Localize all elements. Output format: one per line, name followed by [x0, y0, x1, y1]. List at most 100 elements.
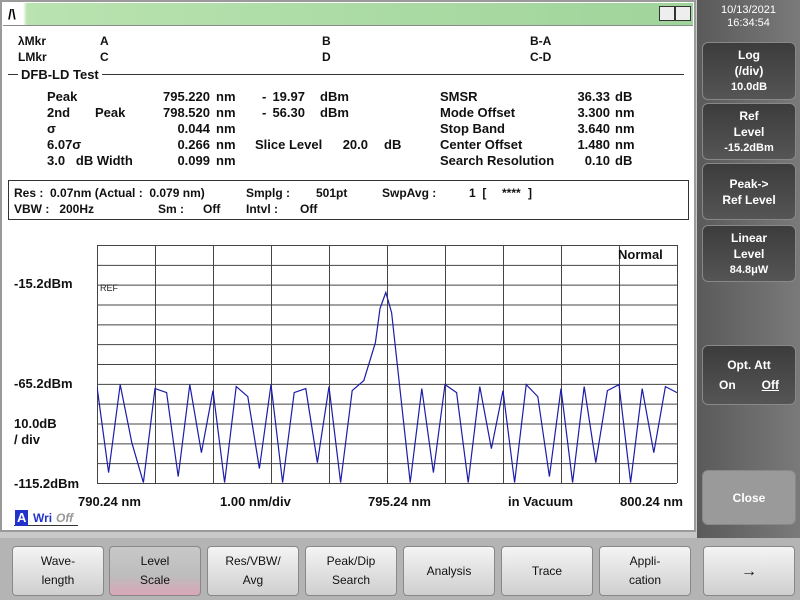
- marker-label: D: [322, 50, 331, 64]
- softkey-line: Linear: [730, 230, 767, 245]
- trace-state: Off: [56, 511, 74, 525]
- x-label: 790.24 nm: [78, 494, 141, 509]
- result-label: Search Resolution: [440, 153, 555, 168]
- marker-label: LMkr: [18, 50, 47, 64]
- function-key[interactable]: Level Scale: [109, 546, 201, 596]
- softkey-line: Level: [733, 124, 765, 139]
- softkey-line: (/div): [734, 64, 764, 78]
- date: 10/13/2021: [720, 4, 777, 16]
- softkey-line: Level: [733, 246, 765, 261]
- softkey-line: Ref Level: [722, 192, 776, 207]
- function-key-line: Search: [331, 573, 371, 587]
- indicator-rule: [14, 525, 78, 526]
- function-key-line: Avg: [242, 573, 264, 587]
- softkey-line: Log: [738, 48, 760, 62]
- result-label: Slice Level: [255, 137, 323, 152]
- result-unit: nm: [216, 153, 236, 168]
- result-label: 6.07σ: [47, 137, 82, 152]
- result-value: 20.0: [342, 137, 368, 152]
- function-key-line: Analysis: [426, 563, 472, 578]
- result-label: Center Offset: [440, 137, 523, 152]
- softkey[interactable]: Opt. Att On Off: [702, 345, 796, 405]
- result-label: Stop Band: [440, 121, 505, 136]
- result-unit: nm: [216, 105, 236, 120]
- result-value: 0.099: [177, 153, 210, 168]
- result-unit: dBm: [320, 89, 349, 104]
- result-label: Peak: [95, 105, 126, 120]
- function-key-line: Scale: [139, 573, 171, 587]
- y-label: -15.2dBm: [14, 276, 73, 291]
- result-value: 0.10: [584, 153, 610, 168]
- y-label: -115.2dBm: [14, 476, 80, 491]
- function-key[interactable]: Analysis: [403, 546, 495, 596]
- result-label: -: [262, 105, 267, 120]
- function-key[interactable]: →: [703, 546, 795, 596]
- setting-text: ****: [502, 186, 521, 200]
- function-key-line: cation: [628, 573, 662, 587]
- softkey-line: Peak->: [729, 176, 769, 191]
- result-value: 19.97: [272, 89, 305, 104]
- function-key-line: Res/VBW/: [225, 554, 281, 568]
- marker-label: C: [100, 50, 109, 64]
- x-label: 1.00 nm/div: [220, 494, 291, 509]
- logo: /\: [8, 6, 16, 22]
- section-rule: [8, 74, 684, 75]
- ref-marker: REF: [100, 283, 119, 293]
- maximize-button[interactable]: [675, 6, 691, 21]
- marker-label: A: [100, 34, 109, 48]
- softkey[interactable]: Ref Level -15.2dBm: [702, 103, 796, 160]
- softkey[interactable]: Close: [702, 470, 796, 525]
- softkey-line: Close: [732, 490, 766, 505]
- result-label: SMSR: [440, 89, 478, 104]
- function-key[interactable]: Peak/Dip Search: [305, 546, 397, 596]
- result-value: 1.480: [577, 137, 610, 152]
- function-key-line: Appli-: [629, 554, 661, 568]
- setting-text: SwpAvg :: [382, 186, 437, 200]
- result-value: 36.33: [577, 89, 610, 104]
- function-key-line: Peak/Dip: [326, 554, 376, 568]
- setting-text: ]: [528, 186, 532, 200]
- result-value: 3.640: [577, 121, 610, 136]
- section-title: DFB-LD Test: [18, 67, 102, 83]
- function-key[interactable]: Trace: [501, 546, 593, 596]
- result-unit: dB: [615, 89, 633, 104]
- x-label: 800.24 nm: [620, 494, 683, 509]
- marker-label: C-D: [530, 50, 552, 64]
- y-label: 10.0dB: [14, 416, 57, 431]
- softkey-line: -15.2dBm: [724, 141, 774, 154]
- marker-label: B-A: [530, 34, 552, 48]
- setting-text: Sm :: [158, 202, 185, 216]
- setting-text: VBW : 200Hz: [14, 202, 95, 216]
- trace-id: A: [15, 510, 29, 526]
- result-unit: dBm: [320, 105, 349, 120]
- softkey-line: On: [719, 378, 736, 392]
- result-value: 795.220: [163, 89, 210, 104]
- softkey[interactable]: Log (/div) 10.0dB: [702, 42, 796, 100]
- function-key[interactable]: Res/VBW/Avg: [207, 546, 299, 596]
- time: 16:34:54: [727, 17, 770, 29]
- y-label: / div: [14, 432, 41, 447]
- x-label: 795.24 nm: [368, 494, 431, 509]
- result-value: 0.044: [177, 121, 210, 136]
- softkey[interactable]: Linear Level 84.8μW: [702, 225, 796, 282]
- result-value: 3.300: [577, 105, 610, 120]
- result-label: Peak: [47, 89, 78, 104]
- marker-label: λMkr: [18, 34, 47, 48]
- setting-text: 501pt: [316, 186, 348, 200]
- result-label: Mode Offset: [440, 105, 516, 120]
- result-unit: dB: [384, 137, 402, 152]
- softkey-line: 84.8μW: [729, 263, 769, 276]
- softkey-line: Ref: [739, 108, 759, 123]
- result-value: 798.520: [163, 105, 210, 120]
- softkey[interactable]: Peak-> Ref Level: [702, 163, 796, 220]
- function-key-line: Level: [140, 554, 170, 568]
- function-key-line: length: [41, 573, 75, 587]
- setting-text: Off: [203, 202, 221, 216]
- function-key[interactable]: Wave-length: [12, 546, 104, 596]
- function-key[interactable]: Appli-cation: [599, 546, 691, 596]
- minimize-button[interactable]: [659, 6, 675, 21]
- result-unit: dB: [615, 153, 633, 168]
- result-label: 3.0 dB Width: [47, 153, 133, 168]
- result-label: 2nd: [47, 105, 71, 120]
